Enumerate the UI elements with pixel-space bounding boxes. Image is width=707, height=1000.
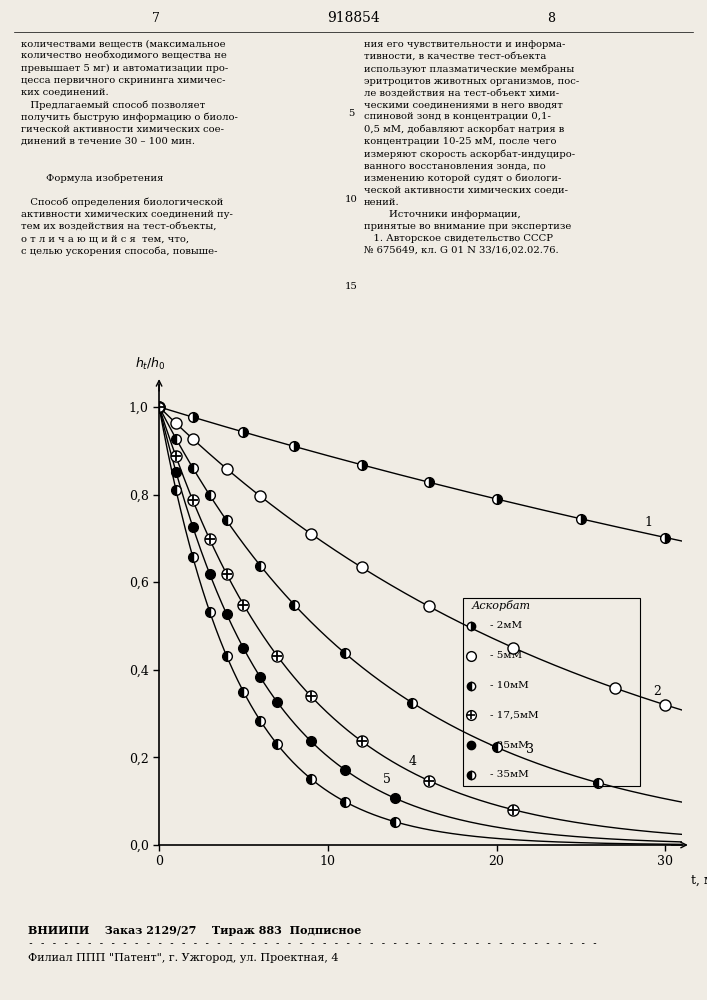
Text: - 10мМ: - 10мМ xyxy=(490,681,529,690)
Text: - 35мМ: - 35мМ xyxy=(490,770,529,779)
Text: - 17,5мМ: - 17,5мМ xyxy=(490,711,539,720)
Text: 5: 5 xyxy=(383,773,391,786)
Text: Филиал ППП "Патент", г. Ужгород, ул. Проектная, 4: Филиал ППП "Патент", г. Ужгород, ул. Про… xyxy=(28,953,339,963)
Text: - 25мМ: - 25мМ xyxy=(490,741,529,750)
Text: 3: 3 xyxy=(527,743,534,756)
Text: - 5мМ: - 5мМ xyxy=(490,651,522,660)
Text: t, мин.: t, мин. xyxy=(691,873,707,886)
Text: 918854: 918854 xyxy=(327,11,380,25)
Bar xyxy=(463,598,640,786)
Text: 10: 10 xyxy=(345,195,358,204)
Text: 2: 2 xyxy=(653,685,661,698)
Text: ВНИИПИ    Заказ 2129/27    Тираж 883  Подписное: ВНИИПИ Заказ 2129/27 Тираж 883 Подписное xyxy=(28,925,361,936)
Text: $h_t/h_0$: $h_t/h_0$ xyxy=(135,356,166,372)
Text: 7: 7 xyxy=(151,12,160,25)
Text: количествами веществ (максимальное
количество необходимого вещества не
превышает: количествами веществ (максимальное колич… xyxy=(21,40,238,256)
Text: - 2мМ: - 2мМ xyxy=(490,621,522,630)
Text: Аскорбат: Аскорбат xyxy=(472,600,530,611)
Text: 8: 8 xyxy=(547,12,556,25)
Text: ния его чувствительности и информа-
тивности, в качестве тест-объекта
используют: ния его чувствительности и информа- тивн… xyxy=(364,40,579,255)
Text: 4: 4 xyxy=(408,755,416,768)
Text: 1: 1 xyxy=(645,516,653,529)
Text: - - - - - - - - - - - - - - - - - - - - - - - - - - - - - - - - - - - - - - - - : - - - - - - - - - - - - - - - - - - - - … xyxy=(28,938,598,948)
Text: 5: 5 xyxy=(348,109,355,118)
Text: 15: 15 xyxy=(345,282,358,291)
